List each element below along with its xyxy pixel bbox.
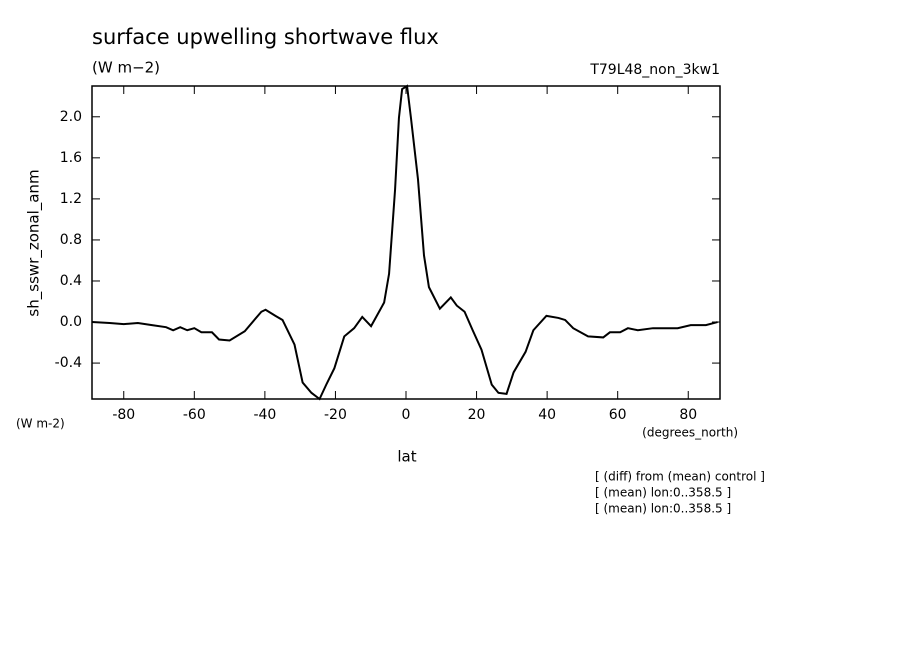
x-axis-label: lat <box>397 448 416 466</box>
y-tick-label: 1.6 <box>60 150 82 166</box>
plot-frame <box>91 85 721 400</box>
y-units: (W m-2) <box>16 417 65 431</box>
x-units: (degrees_north) <box>642 426 738 440</box>
run-label: T79L48_non_3kw1 <box>589 62 720 78</box>
x-tick-label: 0 <box>402 407 411 423</box>
subtitle: (W m−2) <box>92 59 160 77</box>
note: [ (mean) lon:0..358.5 ] <box>595 502 731 516</box>
y-tick-label: 2.0 <box>60 109 82 125</box>
x-tick-label: 20 <box>468 407 486 423</box>
y-tick-label: 1.2 <box>60 191 82 207</box>
x-tick-label: 40 <box>538 407 556 423</box>
x-tick-label: -60 <box>183 407 206 423</box>
x-tick-label: -20 <box>324 407 347 423</box>
note: [ (diff) from (mean) control ] <box>595 470 765 484</box>
note: [ (mean) lon:0..358.5 ] <box>595 486 731 500</box>
x-tick-label: 60 <box>609 407 627 423</box>
y-tick-label: 0.4 <box>60 273 82 289</box>
y-tick-label: 0.8 <box>60 232 82 248</box>
data-line <box>91 84 718 401</box>
y-axis-label: sh_sswr_zonal_anm <box>25 169 44 316</box>
y-tick-label: -0.4 <box>55 355 82 371</box>
x-tick-label: 80 <box>679 407 697 423</box>
x-tick-label: -80 <box>112 407 135 423</box>
y-tick-label: 0.0 <box>60 314 82 330</box>
x-tick-label: -40 <box>253 407 276 423</box>
chart-title: surface upwelling shortwave flux <box>92 25 439 49</box>
